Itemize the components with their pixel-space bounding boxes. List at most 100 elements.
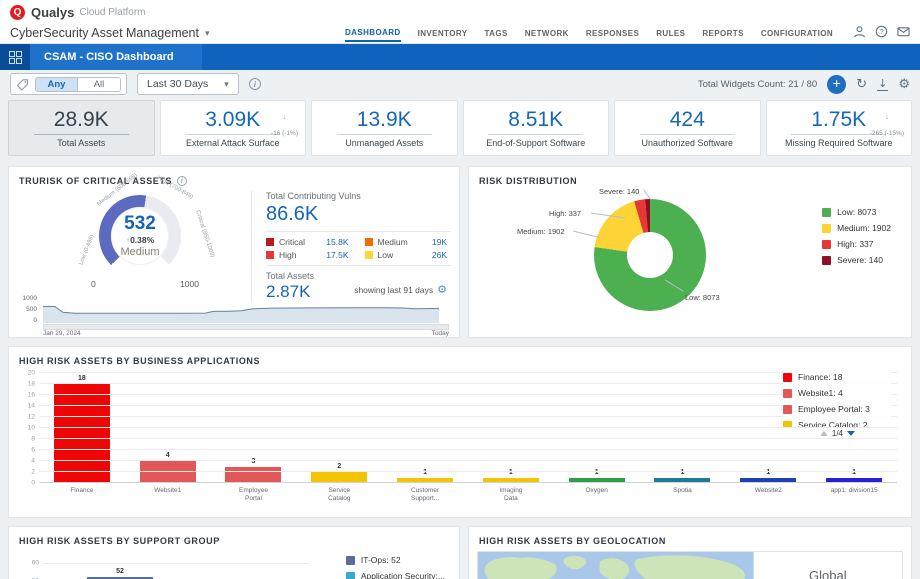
x-tick-label: Website2 — [754, 487, 782, 494]
kpi-label: External Attack Surface — [185, 137, 280, 148]
kpi-unauthorized-software[interactable]: 424 Unauthorized Software — [614, 100, 761, 156]
tag-filter: Any All — [10, 73, 127, 95]
legend-item[interactable]: IT-Ops: 52 — [345, 555, 445, 565]
bar-slot: 1 — [640, 373, 726, 483]
trurisk-footnote: showing last 91 days — [354, 284, 434, 295]
nav-inventory[interactable]: INVENTORY — [417, 29, 468, 38]
legend-item[interactable]: High: 337 — [822, 239, 891, 249]
kpi-external-attack-surface[interactable]: ↓ -16 (-1%) 3.09K External Attack Surface — [159, 100, 306, 156]
legend-swatch — [783, 404, 792, 414]
legend-swatch — [345, 571, 355, 579]
world-map[interactable] — [478, 552, 754, 579]
legend-item[interactable]: Finance: 18 — [783, 369, 891, 385]
bar-slot: 18 — [39, 373, 125, 483]
legend-item[interactable]: Medium: 1902 — [822, 223, 891, 233]
x-tick-label: app1: division15 — [830, 487, 878, 494]
brand-name: Qualys — [31, 4, 75, 20]
legend-swatch — [266, 251, 274, 259]
trend-area-chart[interactable] — [43, 297, 439, 323]
refresh-icon[interactable]: ↻ — [856, 76, 868, 92]
kpi-missing-required-software[interactable]: ↓ -265 (-15%) 1.75K Missing Required Soft… — [765, 100, 912, 156]
gear-icon[interactable]: ⚙ — [898, 76, 910, 92]
legend-label: High — [279, 250, 297, 260]
nav-tags[interactable]: TAGS — [484, 29, 508, 38]
nav-rules[interactable]: RULES — [656, 29, 686, 38]
legend-item[interactable]: Critical 15.8K — [266, 237, 349, 247]
legend-swatch — [364, 251, 373, 259]
kpi-unmanaged-assets[interactable]: 13.9K Unmanaged Assets — [311, 100, 458, 156]
grid-line — [39, 372, 897, 373]
gear-icon[interactable]: ⚙ — [437, 283, 447, 296]
kpi-eos-software[interactable]: 8.51K End-of-Support Software — [462, 100, 609, 156]
grid-line — [39, 427, 897, 428]
widget-geolocation: HIGH RISK ASSETS BY GEOLOCATION — [468, 526, 912, 579]
bar-slot: 1 — [382, 373, 468, 483]
grid-line — [39, 449, 897, 450]
bar-app1:-division15[interactable] — [826, 477, 883, 483]
bar-employee-portal[interactable] — [225, 466, 282, 483]
bar-oxygen[interactable] — [568, 477, 625, 483]
vuln-severity-legend: Critical 15.8K Medium 19K High 17.5K Low 26K — [266, 231, 451, 266]
legend-item[interactable]: Employee Portal: 3 — [783, 401, 891, 417]
legend-swatch — [822, 223, 832, 233]
add-widget-button[interactable]: + — [827, 74, 847, 94]
help-icon[interactable]: ? — [875, 25, 888, 38]
user-icon[interactable] — [853, 25, 866, 38]
bar-service-catalog[interactable] — [311, 472, 368, 483]
legend-item[interactable]: Low 26K — [364, 250, 447, 260]
nav-dashboard[interactable]: DASHBOARD — [345, 24, 401, 42]
bar-spotia[interactable] — [654, 477, 711, 483]
legend-swatch — [822, 207, 832, 217]
legend-swatch — [822, 255, 832, 265]
mail-icon[interactable] — [897, 25, 910, 38]
trurisk-delta: 0.38% — [130, 235, 155, 245]
legend-item[interactable]: Application Security:... — [345, 571, 445, 579]
app-switcher[interactable]: CyberSecurity Asset Management ▾ — [10, 26, 210, 40]
kpi-label: Unmanaged Assets — [345, 137, 424, 148]
trend-y-tick: 500 — [26, 306, 37, 313]
filter-any-button[interactable]: Any — [36, 77, 78, 91]
kpi-value: 8.51K — [508, 107, 564, 131]
info-icon[interactable]: i — [248, 78, 261, 90]
legend-item[interactable]: Website1: 4 — [783, 385, 891, 401]
download-icon[interactable]: ↓ — [877, 76, 889, 91]
bar-finance[interactable] — [53, 384, 110, 483]
dashboard-tab[interactable]: CSAM - CISO Dashboard — [30, 44, 202, 70]
trurisk-gauge: Low (0-499) Medium (500-699) High (700-8… — [49, 173, 239, 293]
legend-page-down-icon[interactable] — [847, 431, 855, 436]
bar-slot: 1 — [554, 373, 640, 483]
bar-website1[interactable] — [139, 461, 196, 483]
nav-reports[interactable]: REPORTS — [702, 29, 744, 38]
nav-responses[interactable]: RESPONSES — [585, 29, 640, 38]
legend-item[interactable]: Medium 19K — [364, 237, 447, 247]
risk-distribution-donut[interactable] — [594, 199, 706, 311]
date-range-select[interactable]: Last 30 Days ▾ — [137, 73, 239, 95]
legend-item[interactable]: Severe: 140 — [822, 255, 891, 265]
bar-customer-support...[interactable] — [397, 477, 454, 483]
bar-website2[interactable] — [740, 477, 797, 483]
legend-item[interactable]: Low: 8073 — [822, 207, 891, 217]
legend-label: IT-Ops: 52 — [360, 555, 401, 565]
app-header: Q Qualys Cloud Platform CyberSecurity As… — [0, 0, 920, 44]
trend-range-slider[interactable] — [43, 324, 449, 330]
legend-item[interactable]: Service Catalog: 2 — [783, 417, 891, 427]
gauge-max-label: 1000 — [180, 279, 199, 289]
kpi-label: Missing Required Software — [784, 137, 893, 148]
nav-network[interactable]: NETWORK — [524, 29, 569, 38]
legend-item[interactable]: High 17.5K — [266, 250, 349, 260]
y-tick-label: 50 — [21, 578, 39, 579]
filter-all-button[interactable]: All — [78, 77, 120, 91]
legend-swatch — [266, 238, 274, 246]
legend-page-up-icon[interactable] — [819, 431, 828, 436]
y-tick-label: 14 — [27, 402, 35, 410]
kpi-total-assets[interactable]: 28.9K Total Assets — [8, 100, 155, 156]
info-icon[interactable]: i — [177, 176, 188, 186]
legend-value: 26K — [431, 250, 447, 260]
bar-it-ops[interactable] — [87, 577, 153, 579]
legend-value: 15.8K — [326, 237, 349, 247]
dashboard-list-icon[interactable] — [0, 44, 30, 70]
x-tick-label: Imaging Data — [499, 487, 523, 503]
bar-imaging-data[interactable] — [482, 477, 539, 483]
nav-configuration[interactable]: CONFIGURATION — [760, 29, 834, 38]
legend-label: Service Catalog: 2 — [798, 420, 868, 427]
